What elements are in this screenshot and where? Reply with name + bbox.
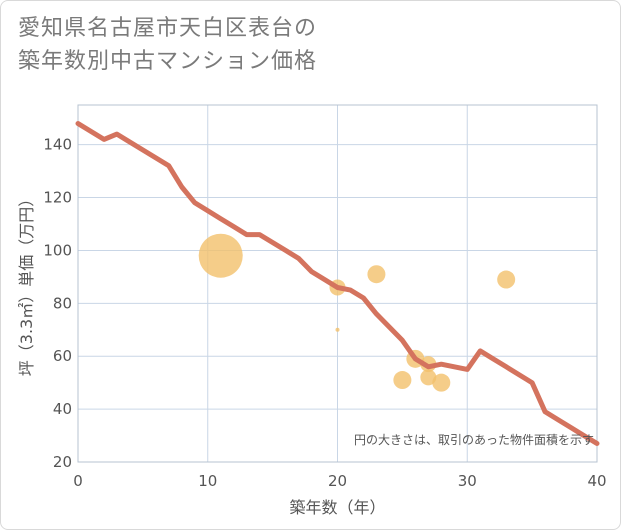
bubble-point [198, 233, 243, 278]
bubble-point [432, 373, 451, 392]
y-tick-label: 60 [53, 347, 72, 365]
chart-title-line-2: 築年数別中古マンション価格 [18, 49, 318, 74]
x-tick-label: 10 [198, 472, 217, 490]
y-tick-label: 100 [43, 241, 72, 259]
bubble-point [367, 265, 386, 284]
x-tick-label: 40 [587, 472, 606, 490]
average-price-line [75, 121, 600, 446]
bubble-point [393, 371, 412, 390]
x-tick-labels: 0 10 20 30 40 [73, 472, 606, 490]
chart-title-line-1: 愛知県名古屋市天白区表台の [18, 16, 318, 41]
y-tick-label: 80 [53, 294, 72, 312]
y-tick-labels: 20 40 60 80 100 120 140 [43, 136, 72, 471]
bubble-size-note: 円の大きさは、取引のあった物件面積を示す [354, 432, 594, 447]
y-tick-label: 120 [43, 189, 72, 207]
x-tick-label: 0 [73, 472, 83, 490]
bubble-point [497, 270, 516, 289]
y-axis-label: 坪（3.3㎡）単価（万円） [17, 191, 36, 376]
y-tick-label: 40 [53, 400, 72, 418]
plot-frame [77, 104, 598, 463]
bubble-layer [198, 233, 516, 392]
y-tick-label: 140 [43, 136, 72, 154]
y-tick-label: 20 [53, 453, 72, 471]
x-axis-label: 築年数（年） [289, 498, 385, 517]
bubble-point [420, 369, 437, 386]
bubble-point [335, 327, 340, 332]
chart-title: 愛知県名古屋市天白区表台の 築年数別中古マンション価格 [18, 12, 317, 78]
x-tick-label: 20 [328, 472, 347, 490]
x-tick-label: 30 [458, 472, 477, 490]
